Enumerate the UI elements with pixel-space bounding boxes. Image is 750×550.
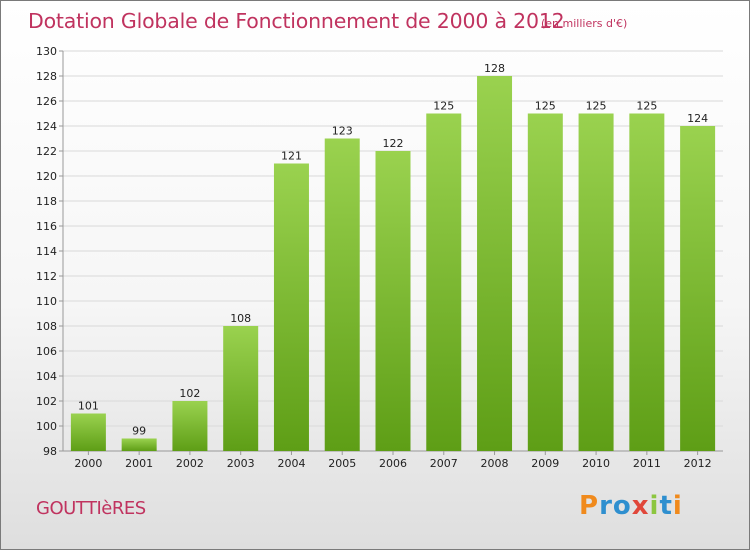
- logo-letter: t: [659, 491, 673, 521]
- x-tick-label: 2011: [633, 457, 661, 470]
- y-tick-label: 114: [36, 245, 57, 258]
- x-tick-label: 2006: [379, 457, 407, 470]
- logo-letter: x: [631, 491, 650, 521]
- chart-subtitle: (en milliers d'€): [541, 17, 628, 30]
- commune-name: GOUTTIèRES: [36, 498, 146, 519]
- x-tick-label: 2000: [74, 457, 102, 470]
- logo-letter: i: [649, 491, 660, 521]
- x-tick-label: 2008: [481, 457, 509, 470]
- bar-2008: [477, 76, 513, 451]
- data-label: 108: [230, 312, 251, 325]
- data-labels: 101 99 102 108 121 123 122 125 128 125 125 125 124: [78, 62, 708, 438]
- bar-2001: [121, 438, 157, 451]
- y-tick-label: 120: [36, 170, 57, 183]
- x-tick-label: 2004: [277, 457, 305, 470]
- x-tick-label: 2010: [582, 457, 610, 470]
- data-label: 125: [535, 100, 556, 113]
- logo-letter: r: [599, 491, 613, 521]
- data-label: 125: [433, 100, 454, 113]
- bar-2002: [172, 401, 208, 451]
- bar-2006: [375, 151, 411, 451]
- y-tick-label: 122: [36, 145, 57, 158]
- y-tick-label: 130: [36, 45, 57, 58]
- y-tick-label: 108: [36, 320, 57, 333]
- y-tick-label: 98: [43, 445, 57, 458]
- bar-2005: [324, 138, 360, 451]
- bar-2007: [426, 113, 462, 451]
- x-tick-label: 2007: [430, 457, 458, 470]
- logo-letter: P: [579, 491, 600, 521]
- data-label: 124: [687, 112, 708, 125]
- y-tick-label: 110: [36, 295, 57, 308]
- y-tick-label: 112: [36, 270, 57, 283]
- bar-2004: [273, 163, 309, 451]
- proxiti-logo: Proxiti: [579, 491, 683, 521]
- data-label: 123: [332, 125, 353, 138]
- y-tick-label: 102: [36, 395, 57, 408]
- y-tick-label: 118: [36, 195, 57, 208]
- y-tick-label: 126: [36, 95, 57, 108]
- y-tick-label: 104: [36, 370, 57, 383]
- data-label: 101: [78, 400, 99, 413]
- bars: [70, 76, 716, 451]
- bar-2010: [578, 113, 614, 451]
- data-label: 125: [586, 100, 607, 113]
- bar-2000: [70, 413, 106, 451]
- y-tick-label: 116: [36, 220, 57, 233]
- data-label: 122: [383, 137, 404, 150]
- y-tick-label: 124: [36, 120, 57, 133]
- y-tick-label: 128: [36, 70, 57, 83]
- data-label: 128: [484, 62, 505, 75]
- x-tick-label: 2012: [684, 457, 712, 470]
- bar-2009: [527, 113, 563, 451]
- data-label: 99: [132, 425, 146, 438]
- bar-2011: [629, 113, 665, 451]
- bar-2012: [680, 126, 716, 451]
- data-label: 102: [179, 387, 200, 400]
- x-tick-label: 2009: [531, 457, 559, 470]
- x-tick-label: 2001: [125, 457, 153, 470]
- chart-title: Dotation Globale de Fonctionnement de 20…: [28, 9, 565, 33]
- bar-2003: [223, 326, 259, 451]
- logo-letter: i: [672, 491, 683, 521]
- y-tick-label: 106: [36, 345, 57, 358]
- data-label: 121: [281, 150, 302, 163]
- x-tick-label: 2005: [328, 457, 356, 470]
- x-tick-label: 2002: [176, 457, 204, 470]
- x-tick-label: 2003: [227, 457, 255, 470]
- data-label: 125: [636, 100, 657, 113]
- y-tick-label: 100: [36, 420, 57, 433]
- logo-letter: o: [612, 491, 632, 521]
